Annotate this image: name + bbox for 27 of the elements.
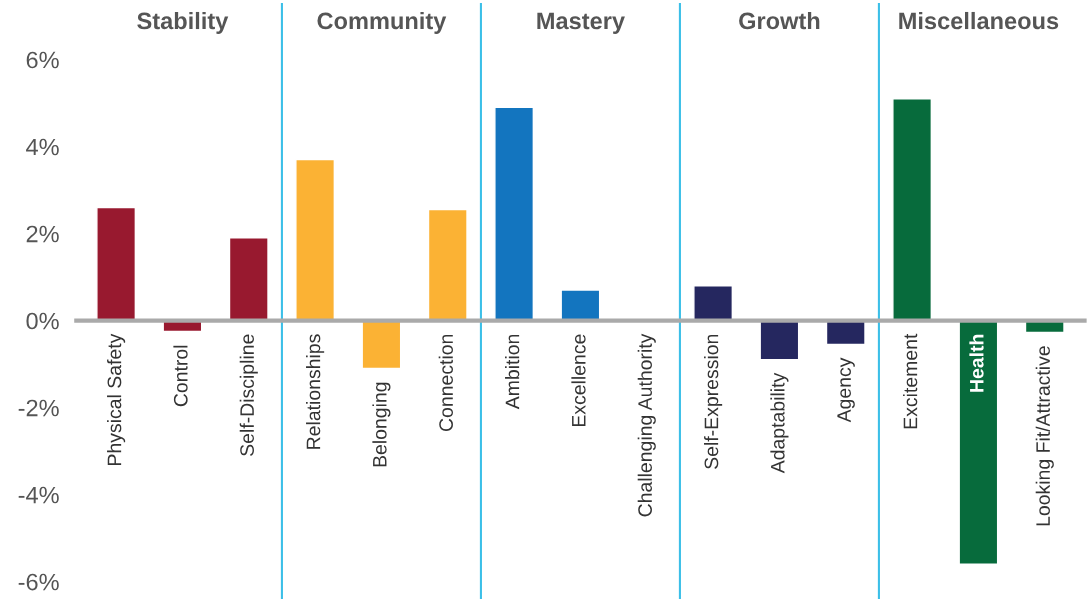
- x-tick-label: Control: [173, 345, 188, 407]
- annotation: Stability: [137, 11, 229, 34]
- x-tick-label: Excitement: [903, 333, 918, 429]
- x-tick-label: Self-Discipline: [239, 334, 258, 456]
- y-tick-label: 4%: [26, 138, 59, 156]
- x-tick-label: Health: [969, 334, 984, 392]
- y-tick-label: 2%: [26, 225, 59, 243]
- x-tick-label: Physical Safety: [107, 333, 126, 465]
- x-tick-label: Excellence: [571, 334, 586, 427]
- annotation: Growth: [739, 11, 820, 30]
- x-tick-label: Belonging: [372, 382, 391, 467]
- x-tick-label: Looking Fit/Attractive: [1035, 346, 1054, 526]
- annotation: Miscellaneous: [899, 11, 1059, 30]
- x-tick-label: Agency: [837, 357, 855, 423]
- y-tick-label: -6%: [18, 573, 59, 591]
- y-tick-label: -2%: [18, 399, 59, 417]
- x-tick-label: Adaptability: [770, 372, 789, 474]
- annotation: Community: [317, 11, 447, 34]
- annotation: Mastery: [537, 12, 625, 34]
- x-tick-label: Ambition: [505, 334, 520, 410]
- x-tick-label: Relationships: [306, 334, 325, 449]
- y-tick-label: -4%: [18, 486, 59, 504]
- x-tick-label: Challenging Authority: [637, 333, 656, 517]
- x-tick-label: Connection: [438, 334, 453, 431]
- x-tick-label: Self-Expression: [704, 334, 723, 469]
- y-tick-label: 0%: [26, 312, 59, 330]
- y-tick-label: 6%: [26, 51, 59, 69]
